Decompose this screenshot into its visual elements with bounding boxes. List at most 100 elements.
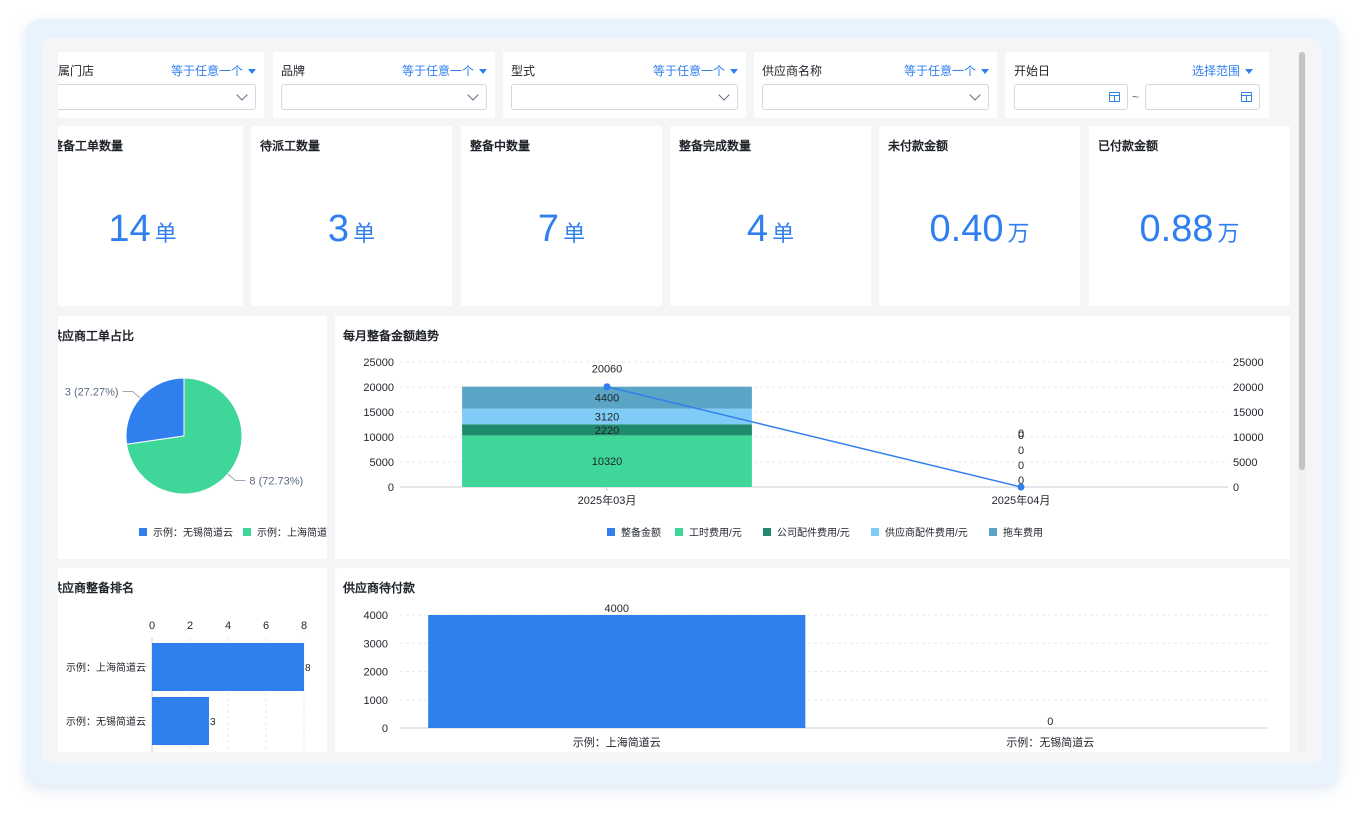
pie-data-label: 8 (72.73%) — [249, 476, 303, 488]
filter-mode-dropdown[interactable]: 等于任意一个 — [402, 62, 487, 79]
y2-tick-label: 0 — [1233, 482, 1239, 494]
bar-data-label: 4000 — [605, 603, 629, 615]
stack-bar-segment — [462, 408, 752, 425]
kpi-card-unpaid: 未付款金额 0.40 万 — [879, 126, 1080, 306]
dashboard-canvas: 所属门店 等于任意一个 品牌 等于任意一个 型式 等于任意一个 供应商名称 等于… — [42, 38, 1322, 764]
y-tick-label: 示例：无锡简道云 — [66, 715, 146, 728]
calendar-icon — [1109, 92, 1120, 102]
legend-swatch — [675, 528, 683, 536]
ranking-chart: 0 2 4 6 8 示例：上海简道云 8 示例：无锡简道云 3 — [66, 620, 311, 752]
scrollbar-thumb[interactable] — [1299, 52, 1305, 470]
legend-label: 拖车费用 — [1003, 526, 1043, 539]
y2-tick-label: 10000 — [1233, 432, 1264, 444]
brand-select[interactable] — [281, 84, 487, 110]
caret-down-icon — [730, 69, 738, 75]
filter-mode-dropdown[interactable]: 选择范围 — [1192, 62, 1253, 79]
filter-mode-dropdown[interactable]: 等于任意一个 — [904, 62, 989, 79]
x-tick-label: 2025年03月 — [578, 493, 637, 507]
caret-down-icon — [981, 69, 989, 75]
bar-data-label: 4400 — [595, 393, 619, 405]
chevron-down-icon — [718, 89, 730, 101]
y-tick-label: 0 — [382, 723, 388, 735]
chevron-down-icon — [236, 89, 248, 101]
kpi-card-paid: 已付款金额 0.88 万 — [1089, 126, 1290, 306]
pie-slice — [125, 377, 185, 445]
bar-data-label: 0 — [1047, 716, 1053, 728]
legend-swatch — [607, 528, 615, 536]
vertical-scrollbar[interactable] — [1298, 52, 1306, 752]
y-tick-label: 20000 — [363, 382, 394, 394]
y2-tick-label: 5000 — [1233, 457, 1257, 469]
y2-tick-label: 15000 — [1233, 407, 1264, 419]
bar-data-label: 0 — [1018, 460, 1024, 472]
payment-chart-panel: 供应商待付款 0 1000 2000 3000 4000 4000 示例：上海简道云 0 示例：… — [335, 568, 1290, 752]
trend-line — [606, 385, 1022, 488]
start-date-input[interactable] — [1014, 84, 1128, 110]
bar-data-label: 8 — [305, 663, 311, 674]
legend-label: 整备金额 — [621, 526, 661, 539]
pie-chart-panel: 供应商工单占比 3 (27.27%) 8 (72.73%) 示例：无锡简道云 示例：上… — [58, 316, 327, 559]
panel-title: 供应商待付款 — [343, 581, 416, 595]
range-separator: ~ — [1132, 90, 1140, 104]
filter-title: 开始日 — [1014, 64, 1051, 78]
caret-down-icon — [479, 69, 487, 75]
legend-swatch — [139, 528, 147, 536]
supplier-select[interactable] — [762, 84, 989, 110]
store-select[interactable] — [58, 84, 256, 110]
trend-point — [1017, 483, 1025, 491]
dashboard-content: 所属门店 等于任意一个 品牌 等于任意一个 型式 等于任意一个 供应商名称 等于… — [58, 52, 1298, 752]
trend-point — [603, 383, 611, 391]
panel-title: 每月整备金额趋势 — [343, 329, 440, 343]
legend-swatch — [763, 528, 771, 536]
caret-down-icon — [248, 69, 256, 75]
payment-bar — [428, 615, 806, 728]
bar-data-label: 10320 — [592, 456, 623, 468]
trend-chart: 0 0 5000 5000 10000 10000 15000 15000 20000 20000… — [363, 357, 1264, 539]
kpi-value: 0.88 万 — [1139, 208, 1240, 250]
filter-store: 所属门店 等于任意一个 — [58, 52, 264, 118]
x-tick-label: 6 — [263, 620, 269, 632]
kpi-value: 14 单 — [108, 208, 177, 250]
kpi-title: 已付款金额 — [1098, 139, 1159, 153]
chevron-down-icon — [969, 89, 981, 101]
legend-label: 公司配件费用/元 — [777, 526, 850, 539]
bar-data-label: 0 — [1018, 445, 1024, 457]
kpi-title: 整备工单数量 — [58, 139, 124, 153]
filter-start-date: 开始日 选择范围 ~ — [1005, 52, 1269, 118]
ranking-bar — [152, 643, 304, 691]
legend-label: 供应商配件费用/元 — [885, 526, 968, 539]
filter-mode-dropdown[interactable]: 等于任意一个 — [171, 62, 256, 79]
x-tick-label: 4 — [225, 620, 231, 632]
y-tick-label: 0 — [388, 482, 394, 494]
y-tick-label: 4000 — [364, 610, 388, 622]
y2-tick-label: 25000 — [1233, 357, 1264, 369]
ranking-chart-panel: 供应商整备排名 0 2 4 6 8 示例：上海简道云 8 示例：无锡简道云 3 — [58, 568, 327, 752]
pie-chart: 3 (27.27%) 8 (72.73%) 示例：无锡简道云 示例：上海简道云 — [65, 377, 327, 539]
x-tick-label: 2025年04月 — [992, 493, 1051, 507]
model-select[interactable] — [511, 84, 738, 110]
y-tick-label: 10000 — [363, 432, 394, 444]
panel-title: 供应商整备排名 — [58, 581, 135, 595]
filter-supplier: 供应商名称 等于任意一个 — [754, 52, 997, 118]
legend-swatch — [989, 528, 997, 536]
bar-data-label: 0 — [1018, 430, 1024, 442]
bar-data-label: 3120 — [595, 412, 619, 424]
filter-title: 品牌 — [281, 64, 306, 78]
filter-title: 供应商名称 — [762, 64, 823, 78]
y-tick-label: 1000 — [364, 695, 388, 707]
pie-data-label: 3 (27.27%) — [65, 386, 119, 398]
end-date-input[interactable] — [1145, 84, 1260, 110]
y-tick-label: 5000 — [370, 457, 394, 469]
line-data-label: 0 — [1018, 428, 1024, 440]
y2-tick-label: 20000 — [1233, 382, 1264, 394]
legend-swatch — [871, 528, 879, 536]
payment-chart: 0 1000 2000 3000 4000 4000 示例：上海简道云 0 示例：无锡简道云 — [364, 603, 1267, 749]
kpi-title: 整备中数量 — [470, 139, 531, 153]
y-tick-label: 示例：上海简道云 — [66, 661, 146, 674]
filter-mode-dropdown[interactable]: 等于任意一个 — [653, 62, 738, 79]
